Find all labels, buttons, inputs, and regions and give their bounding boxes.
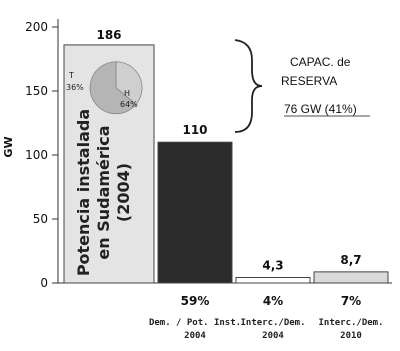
bar-percent-label: 59% <box>181 294 210 308</box>
bar <box>235 276 311 284</box>
y-tick-label: 0 <box>40 276 48 290</box>
reserve-annotation: CAPAC. de RESERVA 76 GW (41%) <box>234 39 370 133</box>
bar-year-label: 2004 <box>262 331 284 341</box>
y-tick-label: 100 <box>25 148 48 162</box>
pie-slice-hydro <box>89 61 137 115</box>
bar-value-label: 4,3 <box>262 258 283 272</box>
bar-sublabel: Interc./Dem. <box>318 318 383 328</box>
bar-year-label: 2004 <box>184 331 206 341</box>
pie-pct-t: 36% <box>66 83 84 92</box>
bar-value-label: 186 <box>96 28 121 42</box>
bar-sublabel: Dem. / Pot. Inst. <box>149 318 241 328</box>
pie-label-t: T <box>68 71 74 80</box>
reserve-line-2: RESERVA <box>281 74 337 88</box>
bar-value-label: 8,7 <box>340 253 361 267</box>
bar-percent-label: 7% <box>341 294 361 308</box>
reserve-brace <box>234 39 263 133</box>
reserve-line-3: 76 GW (41%) <box>284 102 357 116</box>
y-axis-label: GW <box>2 136 15 157</box>
bar-percent-label: 4% <box>263 294 283 308</box>
bar-sublabel: Interc./Dem. <box>240 318 305 328</box>
y-tick-label: 200 <box>25 20 48 34</box>
bar-value-label: 110 <box>182 123 207 137</box>
bar <box>157 141 233 284</box>
y-tick-label: 50 <box>33 212 48 226</box>
bars: 186 Potencia instalada en Sudamérica (2004)… <box>63 28 389 341</box>
pie-label-h: H <box>124 89 130 98</box>
bar-inner-text: en Sudamérica <box>94 125 113 259</box>
y-tick-label: 150 <box>25 84 48 98</box>
pie-pct-h: 64% <box>120 100 138 109</box>
bar-inner-text: (2004) <box>114 163 133 222</box>
pie-slice-thermal <box>115 61 143 105</box>
reserve-line-1: CAPAC. de <box>290 55 351 69</box>
bar-year-label: 2010 <box>340 331 362 341</box>
bar-inner-text: Potencia instalada <box>74 109 93 276</box>
bar <box>313 271 389 284</box>
